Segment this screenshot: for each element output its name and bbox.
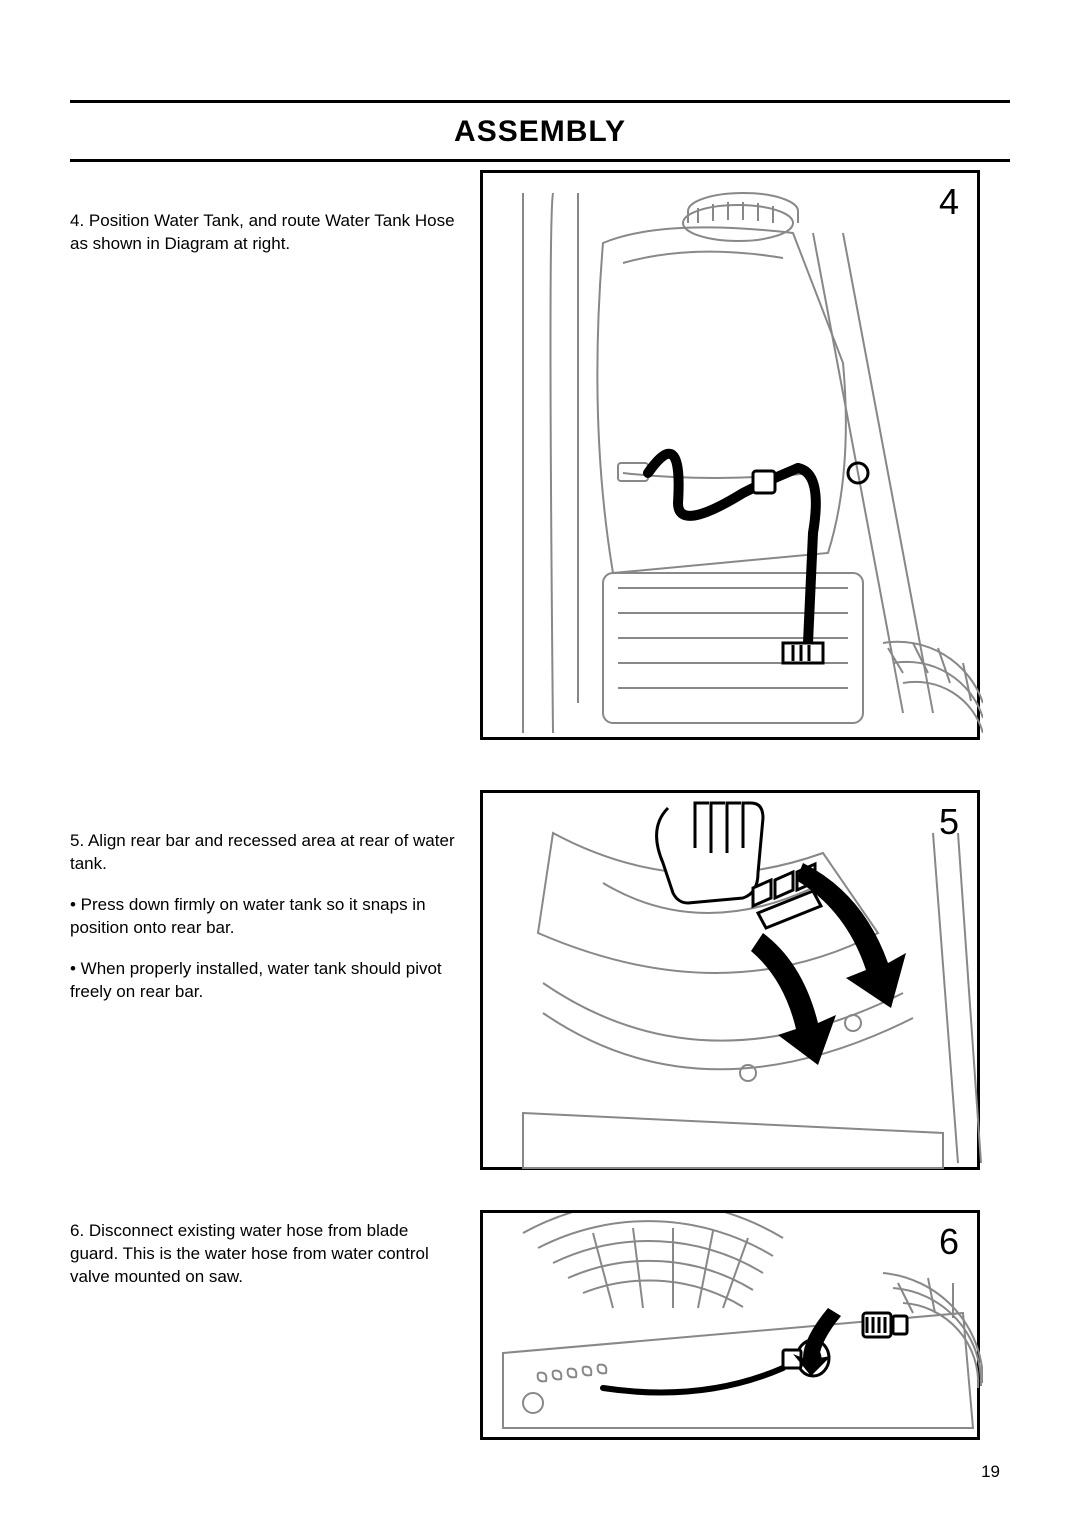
step-4-text: 4. Position Water Tank, and route Water …: [70, 170, 480, 274]
diagram-4-box: 4: [480, 170, 980, 740]
step-5-bullet-1: • Press down firmly on water tank so it …: [70, 894, 460, 940]
diagram-6-svg: [483, 1213, 983, 1443]
title-rule-top: [70, 100, 1010, 103]
step-5-text: 5. Align rear bar and recessed area at r…: [70, 790, 480, 1022]
title-rule-bottom: [70, 159, 1010, 162]
diagram-5-col: 5: [480, 790, 980, 1170]
step-6-row: 6. Disconnect existing water hose from b…: [70, 1210, 1010, 1440]
diagram-4-number: 4: [939, 181, 959, 223]
diagram-4-col: 4: [480, 170, 980, 740]
diagram-6-number: 6: [939, 1221, 959, 1263]
diagram-5-svg: [483, 793, 983, 1173]
page: ASSEMBLY 4. Position Water Tank, and rou…: [0, 0, 1080, 1480]
section-title: ASSEMBLY: [70, 115, 1010, 149]
diagram-5-box: 5: [480, 790, 980, 1170]
step-6-paragraph: 6. Disconnect existing water hose from b…: [70, 1220, 460, 1289]
diagram-5-number: 5: [939, 801, 959, 843]
page-number: 19: [981, 1462, 1000, 1482]
step-5-bullet-2: • When properly installed, water tank sh…: [70, 958, 460, 1004]
step-6-text: 6. Disconnect existing water hose from b…: [70, 1210, 480, 1307]
diagram-6-box: 6: [480, 1210, 980, 1440]
step-5-row: 5. Align rear bar and recessed area at r…: [70, 790, 1010, 1170]
step-4-paragraph: 4. Position Water Tank, and route Water …: [70, 210, 460, 256]
step-4-row: 4. Position Water Tank, and route Water …: [70, 170, 1010, 740]
diagram-4-svg: [483, 173, 983, 743]
step-5-paragraph: 5. Align rear bar and recessed area at r…: [70, 830, 460, 876]
diagram-6-col: 6: [480, 1210, 980, 1440]
